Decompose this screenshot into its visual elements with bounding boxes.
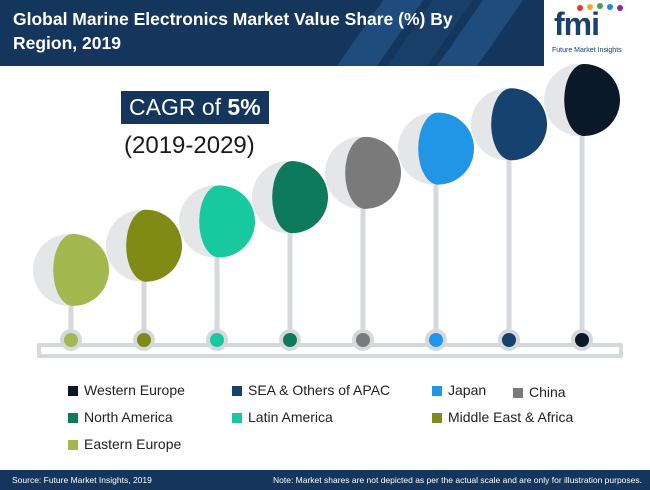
header-banner: Global Marine Electronics Market Value S…: [0, 0, 650, 66]
source-note: Source: Future Market Insights, 2019: [12, 475, 152, 485]
stem-latin-america: [214, 221, 220, 340]
node-eastern-europe: [64, 333, 78, 347]
bar-japan: [418, 112, 474, 185]
stem-china: [360, 172, 366, 340]
bar-eastern-europe: [53, 234, 109, 306]
chart-title: Global Marine Electronics Market Value S…: [13, 9, 453, 53]
stem-north-america: [287, 197, 293, 340]
bar-sea-and-others-of-apac: [491, 88, 547, 161]
node-latin-america: [210, 333, 224, 347]
logo-wordmark: fmi: [554, 6, 600, 42]
node-japan: [429, 333, 443, 347]
stem-middle-east-and-africa: [141, 245, 147, 340]
logo-dots-icon: [577, 3, 623, 11]
cagr-prefix: CAGR of: [129, 94, 228, 120]
footer-bar: Source: Future Market Insights, 2019 Not…: [0, 470, 650, 490]
timeline-track-inner: [41, 347, 619, 354]
node-western-europe: [575, 333, 589, 347]
stem-sea-and-others-of-apac: [506, 124, 512, 341]
bar-western-europe: [564, 64, 620, 136]
cagr-value: 5%: [227, 94, 261, 120]
stem-western-europe: [579, 100, 585, 340]
node-middle-east-and-africa: [137, 333, 151, 347]
bar-middle-east-and-africa: [126, 209, 183, 282]
node-china: [356, 333, 370, 347]
cagr-period: (2019-2029): [124, 132, 255, 159]
bar-latin-america: [199, 185, 255, 258]
stem-japan: [433, 148, 439, 340]
node-north-america: [283, 333, 297, 347]
disclaimer-note: Note: Market shares are not depicted as …: [272, 475, 642, 485]
cagr-badge: CAGR of 5%: [121, 91, 269, 124]
logo-tagline: Future Market Insights: [552, 47, 622, 54]
bar-china: [345, 136, 401, 209]
fmi-logo: fmi Future Market Insights: [544, 0, 650, 66]
bar-north-america: [272, 161, 329, 234]
node-sea-and-others-of-apac: [502, 333, 516, 347]
